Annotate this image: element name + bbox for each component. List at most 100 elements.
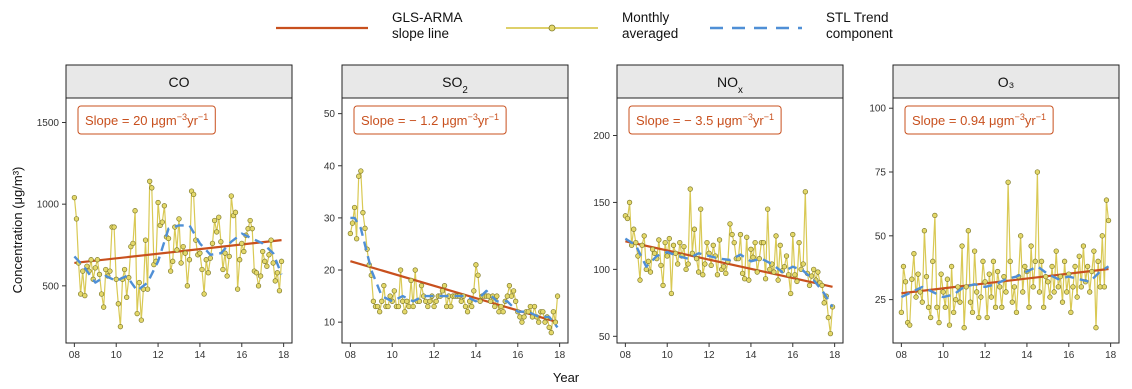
y-tick-label: 20 bbox=[324, 266, 336, 277]
monthly-series-line bbox=[900, 171, 1110, 329]
monthly-point bbox=[986, 271, 992, 277]
monthly-point bbox=[458, 298, 464, 304]
monthly-point bbox=[670, 242, 677, 248]
monthly-point bbox=[898, 309, 905, 316]
monthly-point bbox=[744, 234, 750, 240]
monthly-point bbox=[645, 258, 652, 264]
monthly-point bbox=[224, 273, 230, 279]
y-tick-label: 1000 bbox=[37, 200, 60, 211]
monthly-point bbox=[687, 186, 693, 192]
monthly-point bbox=[760, 239, 767, 246]
monthly-point bbox=[802, 189, 808, 195]
x-tick-label: 12 bbox=[980, 350, 992, 361]
monthly-point bbox=[73, 216, 80, 222]
monthly-point bbox=[138, 317, 144, 323]
x-tick-label: 16 bbox=[512, 350, 524, 361]
monthly-point bbox=[1095, 258, 1101, 264]
monthly-point bbox=[220, 266, 226, 273]
monthly-point bbox=[249, 226, 255, 232]
monthly-point bbox=[232, 209, 239, 215]
panel-title: O₃ bbox=[998, 74, 1015, 90]
monthly-point bbox=[683, 266, 689, 273]
monthly-point bbox=[788, 290, 794, 297]
monthly-point bbox=[965, 228, 971, 234]
monthly-point bbox=[1028, 243, 1034, 249]
monthly-point bbox=[762, 276, 769, 282]
monthly-point bbox=[1043, 273, 1049, 280]
monthly-point bbox=[775, 277, 781, 283]
legend-label: slope line bbox=[392, 26, 449, 41]
slope-annotation: Slope = − 3.5 μgm−3yr−1 bbox=[636, 112, 774, 128]
monthly-point bbox=[550, 309, 557, 315]
monthly-point bbox=[264, 263, 270, 269]
monthly-point bbox=[631, 226, 637, 232]
monthly-point bbox=[94, 257, 101, 263]
monthly-point bbox=[685, 261, 691, 267]
y-tick-label: 50 bbox=[599, 332, 611, 343]
monthly-point bbox=[1032, 258, 1038, 264]
panel-1: SO2 10 20 30 40 50 08 10 12 14 16 18 Slope = − 1.2 μ… bbox=[324, 64, 569, 361]
monthly-point bbox=[992, 304, 999, 310]
y-tick-label: 50 bbox=[324, 109, 336, 120]
monthly-point bbox=[178, 260, 184, 266]
stl-trend-line bbox=[900, 265, 1110, 299]
monthly-point bbox=[765, 206, 771, 212]
legend-label: component bbox=[826, 26, 893, 41]
monthly-point bbox=[994, 268, 1001, 275]
stl-trend-line bbox=[350, 216, 559, 329]
monthly-point bbox=[477, 298, 483, 304]
monthly-point bbox=[107, 268, 113, 274]
monthly-point bbox=[944, 276, 951, 282]
y-tick-label: 100 bbox=[593, 265, 610, 276]
x-tick-label: 14 bbox=[470, 350, 482, 361]
monthly-point bbox=[387, 293, 393, 299]
monthly-point bbox=[190, 191, 197, 198]
monthly-point bbox=[418, 283, 425, 289]
monthly-point bbox=[1089, 268, 1095, 275]
monthly-point bbox=[1080, 243, 1087, 249]
monthly-point bbox=[115, 301, 121, 307]
y-tick-label: 25 bbox=[875, 295, 887, 306]
slope-annotation-box bbox=[353, 105, 507, 135]
y-tick-label: 150 bbox=[593, 198, 610, 209]
monthly-point bbox=[729, 231, 735, 238]
monthly-point bbox=[1087, 289, 1093, 295]
monthly-point bbox=[71, 194, 78, 201]
monthly-point bbox=[919, 299, 925, 305]
monthly-point bbox=[121, 266, 128, 273]
monthly-series-line bbox=[624, 188, 834, 335]
monthly-point bbox=[96, 271, 103, 278]
monthly-point bbox=[909, 276, 915, 282]
monthly-point bbox=[702, 261, 708, 267]
y-tick-label: 30 bbox=[324, 213, 336, 224]
monthly-point bbox=[695, 269, 702, 275]
monthly-point bbox=[647, 269, 654, 275]
monthly-point bbox=[783, 253, 790, 259]
monthly-point bbox=[165, 235, 172, 242]
monthly-point bbox=[132, 208, 138, 214]
monthly-point bbox=[247, 217, 253, 224]
stl-trend-line bbox=[73, 224, 283, 292]
monthly-point bbox=[955, 284, 961, 290]
monthly-point bbox=[531, 303, 538, 310]
monthly-point bbox=[508, 293, 515, 299]
monthly-point bbox=[777, 242, 783, 248]
monthly-point bbox=[356, 173, 362, 179]
monthly-point bbox=[984, 314, 990, 321]
monthly-point bbox=[1005, 179, 1011, 185]
monthly-point bbox=[126, 275, 132, 281]
monthly-point bbox=[727, 221, 733, 227]
x-axis-title: Year bbox=[553, 370, 580, 385]
monthly-point bbox=[781, 264, 788, 270]
monthly-point bbox=[624, 215, 631, 222]
monthly-point bbox=[439, 288, 446, 294]
monthly-point bbox=[714, 272, 721, 278]
monthly-point bbox=[681, 243, 687, 250]
monthly-point bbox=[959, 243, 965, 249]
monthly-point bbox=[1084, 263, 1091, 270]
monthly-point bbox=[997, 284, 1003, 290]
monthly-point bbox=[1003, 289, 1009, 295]
monthly-point bbox=[425, 303, 431, 310]
monthly-point bbox=[416, 298, 423, 304]
monthly-point bbox=[1036, 289, 1043, 295]
